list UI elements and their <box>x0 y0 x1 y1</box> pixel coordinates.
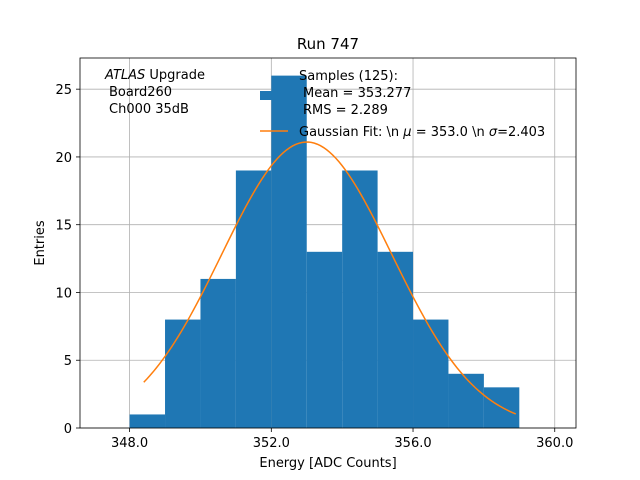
legend-histogram-swatch <box>260 91 288 100</box>
histogram-bar <box>306 251 343 428</box>
legend-fit-mu-symbol: μ <box>402 125 411 140</box>
y-tick-label: 10 <box>55 286 72 301</box>
x-tick-label: 348.0 <box>111 436 148 451</box>
legend-fit-mu-value: = 353.0 \n <box>412 125 489 140</box>
legend-fit-prefix: Gaussian Fit: \n <box>299 125 403 140</box>
legend-fit-label: Gaussian Fit: \n μ = 353.0 \n σ=2.403 <box>299 125 545 140</box>
y-tick-label: 5 <box>64 354 72 369</box>
legend-fit-sigma-symbol: σ <box>489 125 498 140</box>
y-axis-label: Entries <box>33 220 48 266</box>
y-tick-label: 15 <box>55 219 72 234</box>
histogram-bar <box>235 170 272 428</box>
experiment-name: ATLAS <box>104 68 145 83</box>
gaussian-fit-line <box>143 141 517 415</box>
y-tick-label: 20 <box>55 151 72 166</box>
histogram-bar <box>448 373 484 428</box>
x-tick-label: 356.0 <box>394 436 431 451</box>
x-tick-label: 360.0 <box>536 436 573 451</box>
chart-title: Run 747 <box>297 35 359 53</box>
y-tick-label: 25 <box>55 83 72 98</box>
histogram-bar <box>413 319 449 428</box>
experiment-annotation: ATLAS Upgrade <box>104 68 205 83</box>
legend-histogram-rms: RMS = 2.289 <box>303 103 388 118</box>
x-tick-label: 352.0 <box>253 436 290 451</box>
histogram-bar <box>342 170 378 428</box>
legend-histogram-label: Samples (125): <box>299 69 398 84</box>
histogram-bar <box>271 75 307 428</box>
axis-ticks: 348.0 352.0 356.0 360.0 0 5 10 15 20 25 <box>55 83 573 451</box>
histogram-bar <box>200 278 236 428</box>
histogram-bar <box>129 414 166 428</box>
x-axis-label: Energy [ADC Counts] <box>259 456 396 471</box>
legend-histogram-mean: Mean = 353.277 <box>303 86 411 101</box>
board-annotation: Board260 <box>109 85 172 100</box>
histogram-bar <box>165 319 201 428</box>
histogram-bar <box>377 251 414 428</box>
legend-fit-sigma-value: =2.403 <box>497 125 545 140</box>
y-tick-label: 0 <box>64 422 72 437</box>
histogram-bars <box>129 75 520 428</box>
experiment-suffix: Upgrade <box>145 68 205 83</box>
plot-frame <box>79 57 577 429</box>
channel-annotation: Ch000 35dB <box>109 102 189 117</box>
